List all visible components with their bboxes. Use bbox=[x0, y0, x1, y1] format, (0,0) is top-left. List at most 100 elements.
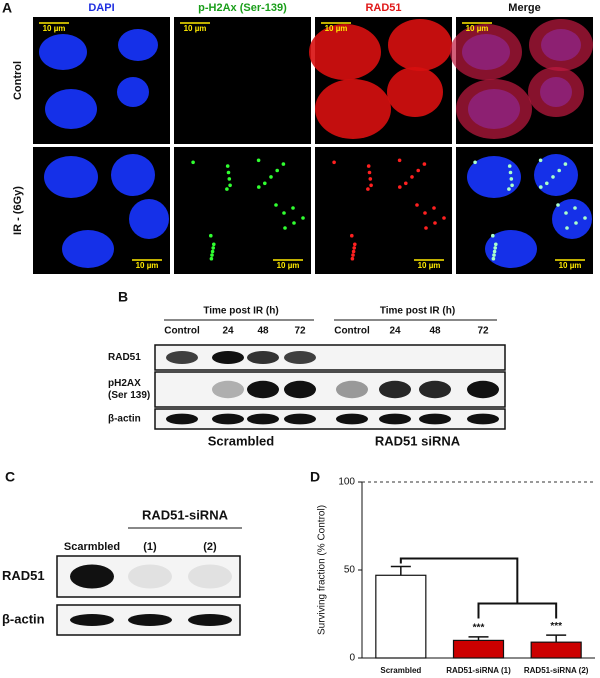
focus bbox=[209, 233, 213, 238]
band bbox=[336, 380, 368, 399]
panel-letter: D bbox=[310, 469, 320, 485]
nucleus bbox=[117, 77, 149, 107]
cell bbox=[387, 67, 443, 117]
scale-label: 10 µm bbox=[466, 24, 489, 33]
band bbox=[128, 564, 172, 589]
focus bbox=[366, 164, 371, 168]
scale-label: 10 µm bbox=[418, 261, 441, 270]
focus bbox=[256, 158, 261, 163]
focus bbox=[332, 160, 336, 165]
focus bbox=[564, 211, 568, 215]
focus bbox=[350, 233, 354, 238]
lane-label: 24 bbox=[222, 326, 234, 337]
row-label: (Ser 139) bbox=[108, 390, 150, 401]
lane-label: Control bbox=[164, 326, 200, 337]
y-axis-label: Surviving fraction (% Control) bbox=[317, 505, 328, 635]
band bbox=[70, 614, 114, 626]
focus bbox=[367, 170, 372, 175]
focus bbox=[473, 160, 477, 165]
focus bbox=[422, 162, 427, 166]
significance: *** bbox=[550, 621, 562, 632]
focus bbox=[282, 211, 286, 215]
focus bbox=[573, 206, 577, 210]
focus bbox=[263, 181, 267, 186]
focus bbox=[415, 203, 419, 207]
group-label: RAD51 siRNA bbox=[375, 433, 461, 448]
lane-label: Control bbox=[334, 326, 370, 337]
band bbox=[247, 380, 279, 399]
focus bbox=[225, 187, 229, 191]
micrograph bbox=[174, 17, 311, 144]
lane-label: 48 bbox=[429, 326, 441, 337]
focus bbox=[210, 249, 215, 254]
band bbox=[379, 413, 411, 425]
cell bbox=[529, 19, 593, 71]
focus bbox=[353, 242, 357, 247]
focus bbox=[545, 181, 549, 186]
bracket bbox=[399, 557, 558, 619]
focus bbox=[191, 160, 195, 165]
bar bbox=[452, 639, 505, 659]
focus bbox=[416, 168, 421, 173]
focus bbox=[551, 175, 555, 179]
micrograph bbox=[174, 147, 311, 274]
focus bbox=[507, 164, 512, 168]
cell bbox=[528, 67, 584, 117]
focus bbox=[491, 256, 496, 261]
focus bbox=[269, 175, 273, 179]
nucleus bbox=[118, 29, 158, 61]
scale-label: 10 µm bbox=[136, 261, 159, 270]
focus bbox=[510, 183, 514, 188]
focus bbox=[211, 246, 215, 250]
focus bbox=[404, 181, 408, 186]
lane-label: (2) bbox=[203, 541, 217, 553]
focus bbox=[410, 175, 414, 179]
lane-label: 72 bbox=[477, 326, 489, 337]
focus bbox=[509, 177, 514, 181]
focus bbox=[257, 185, 261, 189]
lane-label: (1) bbox=[143, 541, 157, 553]
focus bbox=[491, 233, 495, 238]
nucleus bbox=[467, 156, 521, 198]
error-bar bbox=[546, 634, 567, 643]
focus bbox=[291, 206, 295, 210]
panel-letter: A bbox=[2, 0, 12, 16]
focus bbox=[493, 246, 498, 250]
error-bar bbox=[468, 636, 489, 641]
band bbox=[419, 413, 451, 425]
focus bbox=[366, 187, 370, 191]
bar bbox=[375, 574, 427, 659]
bar bbox=[530, 641, 582, 659]
band bbox=[284, 413, 316, 425]
row-label: β-actin bbox=[2, 611, 45, 626]
nucleus bbox=[62, 230, 114, 268]
focus bbox=[368, 177, 373, 181]
focus bbox=[283, 226, 287, 230]
group-label: RAD51-siRNA bbox=[142, 507, 229, 522]
focus bbox=[442, 216, 446, 220]
y-tick-label: 0 bbox=[349, 653, 355, 664]
row-label: pH2AX bbox=[108, 378, 141, 389]
lane-label: 48 bbox=[257, 326, 269, 337]
focus bbox=[556, 203, 560, 207]
focus bbox=[424, 226, 428, 230]
focus bbox=[212, 242, 216, 247]
band bbox=[212, 380, 244, 399]
focus bbox=[539, 185, 543, 189]
band bbox=[188, 614, 232, 626]
lane-label: Scarmbled bbox=[64, 541, 120, 553]
focus bbox=[352, 246, 357, 250]
focus bbox=[508, 170, 513, 175]
band bbox=[379, 380, 411, 399]
y-tick-label: 50 bbox=[344, 565, 356, 576]
row-label: RAD51 bbox=[2, 568, 45, 583]
cell bbox=[309, 24, 381, 80]
column-header: DAPI bbox=[88, 2, 114, 14]
band bbox=[284, 351, 316, 364]
x-tick-label: RAD51-siRNA (2) bbox=[524, 666, 589, 675]
band bbox=[284, 380, 316, 399]
focus bbox=[565, 226, 569, 230]
focus bbox=[209, 256, 214, 261]
band bbox=[336, 413, 368, 425]
